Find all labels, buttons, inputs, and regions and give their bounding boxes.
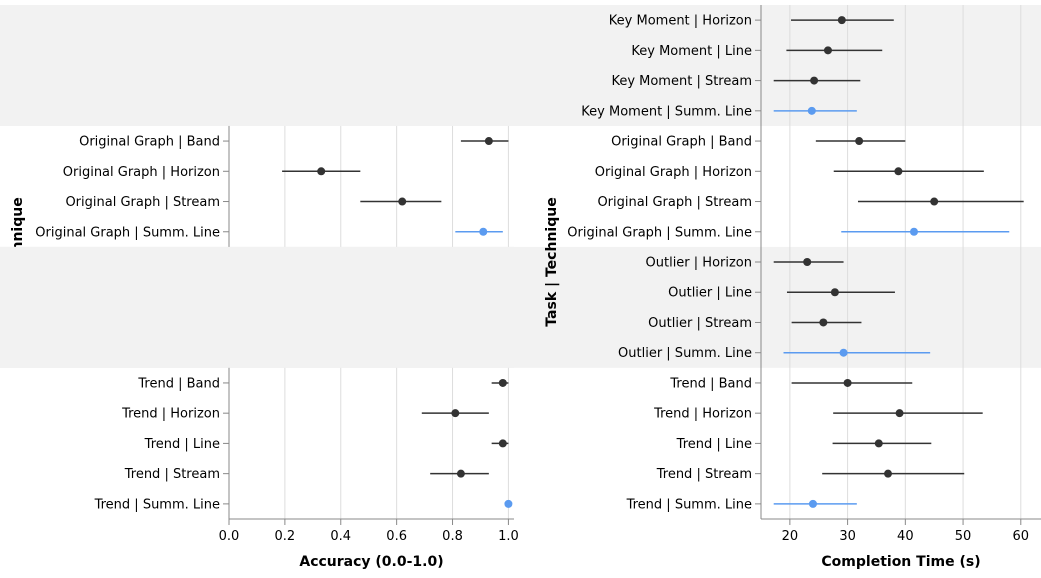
mean-point [930, 197, 939, 206]
category-label: Key Moment | Horizon [609, 14, 752, 29]
x-tick-label: 0.6 [386, 529, 407, 544]
category-label: Trend | Stream [124, 467, 220, 482]
category-label: Trend | Summ. Line [626, 497, 752, 512]
x-tick-label: 0.8 [442, 529, 463, 544]
mean-point [819, 318, 828, 327]
category-label: Original Graph | Horizon [63, 165, 220, 180]
category-label: Trend | Band [669, 376, 752, 391]
x-tick-label: 0.4 [330, 529, 351, 544]
x-tick-label: 0.2 [275, 529, 296, 544]
mean-point [855, 137, 864, 146]
mean-point [808, 499, 817, 508]
mean-point [498, 378, 507, 387]
mean-point [398, 197, 407, 206]
mean-point [317, 167, 326, 176]
mean-point [895, 409, 904, 418]
category-label: Original Graph | Horizon [595, 165, 752, 180]
y-axis-title: Task | Technique [544, 197, 560, 326]
category-label: Original Graph | Band [79, 135, 220, 150]
category-label: Trend | Horizon [653, 407, 752, 422]
category-label: Outlier | Stream [648, 316, 752, 331]
mean-point [843, 378, 852, 387]
category-label: Key Moment | Stream [611, 74, 752, 89]
category-label: Outlier | Line [668, 286, 752, 301]
x-tick-label: 50 [955, 529, 972, 544]
x-tick-label: 30 [839, 529, 856, 544]
task-band-0 [0, 5, 1041, 126]
x-tick-label: 20 [782, 529, 799, 544]
mean-point [894, 167, 903, 176]
x-axis-title: Completion Time (s) [821, 554, 980, 570]
category-label: Key Moment | Line [631, 44, 752, 59]
category-label: Original Graph | Band [611, 135, 752, 150]
category-label: Trend | Band [137, 376, 220, 391]
mean-point [874, 439, 883, 448]
mean-point [451, 409, 460, 418]
mean-point [909, 227, 918, 236]
x-tick-label: 60 [1013, 529, 1030, 544]
category-label: Original Graph | Stream [597, 195, 752, 210]
mean-point [484, 137, 493, 146]
completion-time-panel: 20 30 40 50 60 Key Moment | Horizon Key Moment… [0, 5, 1041, 570]
category-label: Outlier | Summ. Line [618, 346, 752, 361]
category-label: Original Graph | Stream [65, 195, 220, 210]
mean-point [823, 46, 832, 55]
x-tick-label: 1.0 [498, 529, 519, 544]
category-label: Trend | Stream [656, 467, 752, 482]
task-band-1 [0, 246, 1041, 368]
mean-point [839, 348, 848, 357]
category-label: Original Graph | Summ. Line [35, 225, 220, 240]
category-label: Key Moment | Summ. Line [581, 104, 752, 119]
category-label: Trend | Line [676, 437, 752, 452]
mean-point [884, 469, 893, 478]
mean-point [498, 439, 507, 448]
x-axis-title: Accuracy (0.0-1.0) [299, 554, 443, 570]
mean-point [504, 499, 513, 508]
mean-point [837, 16, 846, 25]
category-label: Trend | Summ. Line [94, 497, 220, 512]
mean-point [807, 106, 816, 115]
category-label: Original Graph | Summ. Line [567, 225, 752, 240]
x-tick-label: 40 [897, 529, 914, 544]
mean-point [479, 227, 488, 236]
category-label: Trend | Line [144, 437, 220, 452]
x-tick-label: 0.0 [219, 529, 240, 544]
mean-point [830, 288, 839, 297]
category-label: Outlier | Horizon [646, 256, 752, 271]
mean-point [810, 76, 819, 85]
mean-point [803, 258, 812, 266]
category-label: Trend | Horizon [121, 407, 220, 422]
mean-point [456, 469, 465, 478]
